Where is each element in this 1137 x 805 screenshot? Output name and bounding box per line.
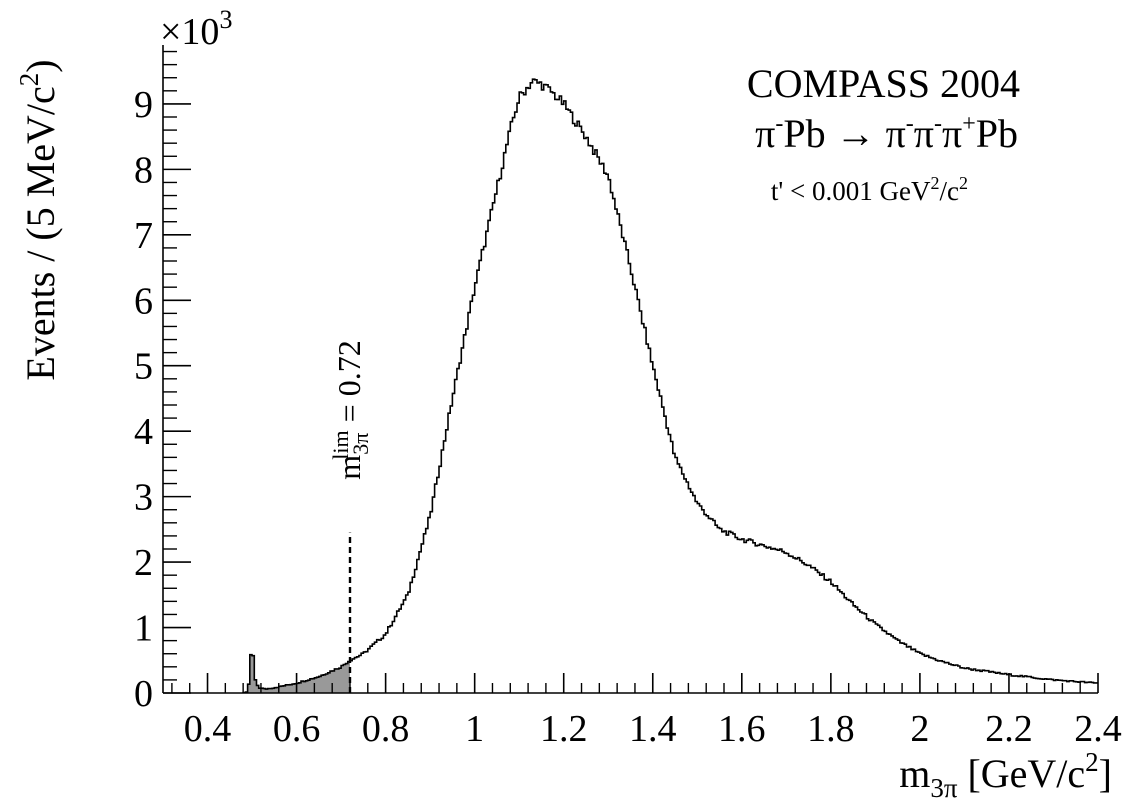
x-tick-label: 1.8 xyxy=(807,708,855,750)
x-tick-label: 0.6 xyxy=(273,708,321,750)
y-tick-label: 2 xyxy=(134,542,153,584)
x-tick-label: 1 xyxy=(465,708,484,750)
histogram-line xyxy=(242,78,1098,694)
cut-label: m3πlim = 0.72 xyxy=(328,340,373,479)
y-axis-label: Events / (5 MeV/c2) xyxy=(14,59,63,380)
y-tick-label: 1 xyxy=(134,608,153,650)
text-layer: 0.4 0.6 0.8 1 1.2 1.4 1.6 1.8 2 2.2 2.4 0 1 2 3 4 5 6 7 8 9×… xyxy=(14,5,1122,803)
x-tick-label: 0.4 xyxy=(184,708,232,750)
x-axis-label: m3π [GeV/c2] xyxy=(899,747,1112,803)
axis-layer xyxy=(162,45,1099,694)
x-tick-label: 2.2 xyxy=(985,708,1033,750)
x-tick-label: 2.4 xyxy=(1074,708,1122,750)
x-tick-label: 1.2 xyxy=(540,708,588,750)
y-tick-label: 7 xyxy=(134,215,153,257)
y-tick-label: 5 xyxy=(134,346,153,388)
legend-line-1: COMPASS 2004 xyxy=(747,61,1020,106)
legend-line-3: t' < 0.001 GeV2/c2 xyxy=(771,173,968,206)
y-tick-label: 6 xyxy=(134,280,153,322)
x-tick-label: 1.6 xyxy=(718,708,766,750)
x-tick-label: 0.8 xyxy=(362,708,410,750)
y-tick-label: 8 xyxy=(134,149,153,191)
legend-line-2: π-Pb → π-π-π+Pb xyxy=(755,111,1018,156)
y-tick-label: 3 xyxy=(134,477,153,519)
x-tick-label: 1.4 xyxy=(629,708,677,750)
y-tick-label: 9 xyxy=(134,84,153,126)
y-tick-label: 4 xyxy=(134,411,153,453)
x-tick-label: 2 xyxy=(910,708,929,750)
shaded-region xyxy=(243,654,350,693)
plot-layer xyxy=(242,78,1098,694)
y-tick-label: 0 xyxy=(134,673,153,715)
y-axis-multiplier: ×103 xyxy=(160,5,232,53)
